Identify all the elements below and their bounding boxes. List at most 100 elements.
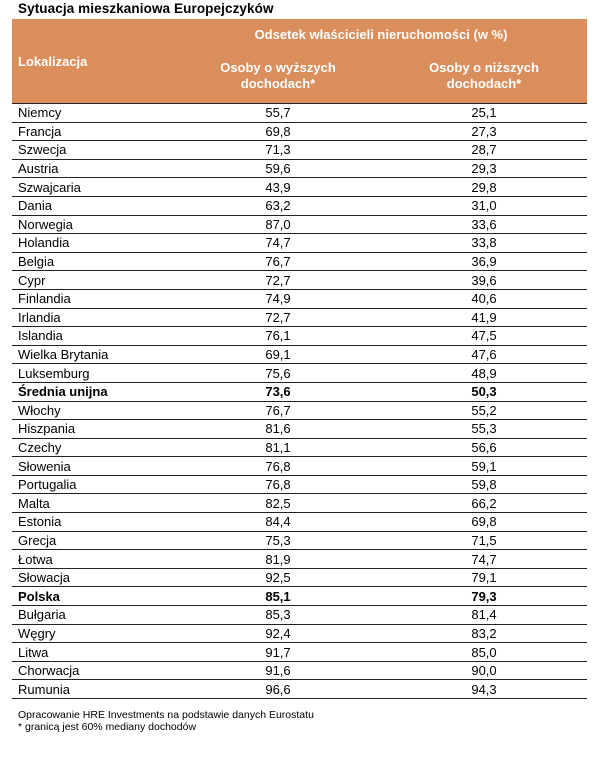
country-name: Rumunia xyxy=(12,679,175,699)
table-row: Rumunia 96,6 94,3 xyxy=(12,679,587,699)
header-location: Lokalizacja xyxy=(12,19,175,104)
lower-income-value: 79,1 xyxy=(381,568,587,588)
country-name: Niemcy xyxy=(12,103,175,123)
table-row: Słowenia 76,8 59,1 xyxy=(12,456,587,476)
lower-income-value: 33,8 xyxy=(381,233,587,253)
higher-income-value: 76,7 xyxy=(175,401,381,421)
lower-income-value: 39,6 xyxy=(381,270,587,290)
table-row: Estonia 84,4 69,8 xyxy=(12,512,587,532)
table-row: Średnia unijna 73,6 50,3 xyxy=(12,382,587,402)
lower-income-value: 85,0 xyxy=(381,642,587,662)
lower-income-value: 74,7 xyxy=(381,549,587,569)
header-group: Odsetek właścicieli nieruchomości (w %) xyxy=(175,19,587,49)
header-lower-income: Osoby o niższych dochodach* xyxy=(381,49,587,104)
lower-income-value: 33,6 xyxy=(381,215,587,235)
lower-income-value: 59,8 xyxy=(381,475,587,495)
country-name: Chorwacja xyxy=(12,661,175,681)
higher-income-value: 96,6 xyxy=(175,679,381,699)
higher-income-value: 76,8 xyxy=(175,475,381,495)
table-row: Belgia 76,7 36,9 xyxy=(12,252,587,272)
table-row: Litwa 91,7 85,0 xyxy=(12,642,587,662)
table-row: Grecja 75,3 71,5 xyxy=(12,531,587,551)
higher-income-value: 82,5 xyxy=(175,493,381,514)
country-name: Włochy xyxy=(12,401,175,421)
table-row: Dania 63,2 31,0 xyxy=(12,196,587,216)
country-name: Cypr xyxy=(12,270,175,290)
table-row: Bułgaria 85,3 81,4 xyxy=(12,605,587,625)
country-name: Islandia xyxy=(12,326,175,346)
higher-income-value: 55,7 xyxy=(175,103,381,123)
lower-income-value: 55,2 xyxy=(381,401,587,421)
lower-income-value: 59,1 xyxy=(381,456,587,476)
lower-income-value: 69,8 xyxy=(381,512,587,532)
table-row: Szwajcaria 43,9 29,8 xyxy=(12,177,587,197)
lower-income-value: 28,7 xyxy=(381,140,587,160)
country-name: Szwajcaria xyxy=(12,177,175,197)
lower-income-value: 27,3 xyxy=(381,122,587,142)
footnote: * granicą jest 60% mediany dochodów xyxy=(18,721,197,733)
country-name: Węgry xyxy=(12,624,175,644)
country-name: Litwa xyxy=(12,642,175,662)
country-name: Hiszpania xyxy=(12,419,175,439)
lower-income-value: 47,6 xyxy=(381,345,587,365)
lower-income-value: 29,3 xyxy=(381,159,587,179)
header-lower-line2: dochodach* xyxy=(446,76,522,91)
header-lower-line1: Osoby o niższych xyxy=(429,60,539,75)
source-note: Opracowanie HRE Investments na podstawie… xyxy=(18,709,314,721)
higher-income-value: 91,6 xyxy=(175,661,381,681)
higher-income-value: 75,6 xyxy=(175,363,381,383)
table-row: Czechy 81,1 56,6 xyxy=(12,438,587,458)
table-row: Portugalia 76,8 59,8 xyxy=(12,475,587,495)
table-row: Łotwa 81,9 74,7 xyxy=(12,549,587,569)
table-row: Francja 69,8 27,3 xyxy=(12,122,587,142)
higher-income-value: 72,7 xyxy=(175,270,381,290)
table-row: Irlandia 72,7 41,9 xyxy=(12,308,587,328)
higher-income-value: 91,7 xyxy=(175,642,381,662)
table-row: Wielka Brytania 69,1 47,6 xyxy=(12,345,587,365)
table-row: Hiszpania 81,6 55,3 xyxy=(12,419,587,439)
table-body: Niemcy 55,7 25,1 Francja 69,8 27,3 Szwecja 71,3… xyxy=(12,103,587,699)
country-name: Polska xyxy=(12,586,175,607)
lower-income-value: 36,9 xyxy=(381,252,587,272)
lower-income-value: 79,3 xyxy=(381,586,587,607)
country-name: Średnia unijna xyxy=(12,382,175,402)
country-name: Grecja xyxy=(12,531,175,551)
lower-income-value: 94,3 xyxy=(381,679,587,699)
table-row: Węgry 92,4 83,2 xyxy=(12,624,587,644)
higher-income-value: 75,3 xyxy=(175,531,381,551)
country-name: Luksemburg xyxy=(12,363,175,383)
lower-income-value: 40,6 xyxy=(381,289,587,309)
country-name: Słowenia xyxy=(12,456,175,476)
page-title: Sytuacja mieszkaniowa Europejczyków xyxy=(18,1,274,16)
table-row: Luksemburg 75,6 48,9 xyxy=(12,363,587,383)
country-name: Norwegia xyxy=(12,215,175,235)
country-name: Malta xyxy=(12,493,175,514)
lower-income-value: 81,4 xyxy=(381,605,587,625)
lower-income-value: 31,0 xyxy=(381,196,587,216)
table-row: Włochy 76,7 55,2 xyxy=(12,401,587,421)
country-name: Francja xyxy=(12,122,175,142)
lower-income-value: 41,9 xyxy=(381,308,587,328)
table-row: Niemcy 55,7 25,1 xyxy=(12,103,587,123)
header-higher-line1: Osoby o wyższych xyxy=(220,60,336,75)
lower-income-value: 29,8 xyxy=(381,177,587,197)
table-row: Finlandia 74,9 40,6 xyxy=(12,289,587,309)
higher-income-value: 76,8 xyxy=(175,456,381,476)
higher-income-value: 69,1 xyxy=(175,345,381,365)
higher-income-value: 81,6 xyxy=(175,419,381,439)
lower-income-value: 90,0 xyxy=(381,661,587,681)
table-row: Islandia 76,1 47,5 xyxy=(12,326,587,346)
country-name: Irlandia xyxy=(12,308,175,328)
higher-income-value: 74,9 xyxy=(175,289,381,309)
lower-income-value: 83,2 xyxy=(381,624,587,644)
country-name: Słowacja xyxy=(12,568,175,588)
table-row: Chorwacja 91,6 90,0 xyxy=(12,661,587,681)
higher-income-value: 85,1 xyxy=(175,586,381,607)
higher-income-value: 76,7 xyxy=(175,252,381,272)
country-name: Finlandia xyxy=(12,289,175,309)
table-row: Austria 59,6 29,3 xyxy=(12,159,587,179)
country-name: Szwecja xyxy=(12,140,175,160)
higher-income-value: 76,1 xyxy=(175,326,381,346)
higher-income-value: 73,6 xyxy=(175,382,381,402)
ownership-table: Lokalizacja Odsetek właścicieli nierucho… xyxy=(12,19,587,699)
